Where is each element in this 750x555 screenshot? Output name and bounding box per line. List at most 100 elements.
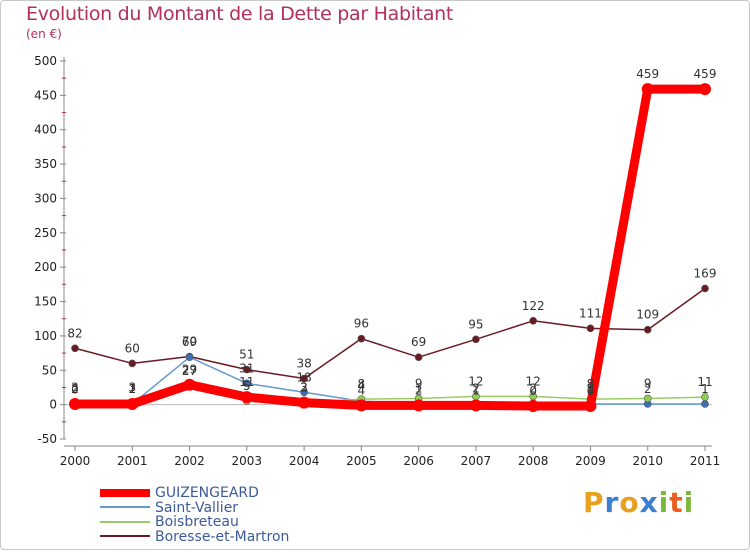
data-label: 31 (239, 361, 254, 375)
data-label: 29 (182, 363, 197, 377)
x-tick-label: 2004 (289, 454, 320, 468)
data-label: 12 (526, 374, 541, 388)
proxiti-logo: Proxiti (583, 486, 694, 519)
series-line-0 (70, 84, 710, 411)
data-point (701, 400, 709, 408)
data-point (126, 397, 139, 410)
data-point (71, 344, 79, 353)
data-label: 0 (587, 384, 595, 398)
data-point (699, 83, 711, 96)
data-label: 1 (587, 382, 595, 396)
x-tick-label: 2002 (174, 454, 205, 468)
data-label: 459 (694, 67, 717, 81)
logo-letter: P (583, 486, 605, 519)
data-label: 4 (358, 379, 366, 393)
y-tick-label: 150 (34, 295, 57, 309)
x-tick-label: 2008 (518, 454, 549, 468)
data-label: 27 (182, 364, 197, 378)
data-label: 2 (71, 382, 79, 396)
legend-label-saint-vallier: Saint-Vallier (155, 500, 239, 516)
chart-title: Evolution du Montant de la Dette par Hab… (26, 3, 454, 25)
logo-letter: o (619, 486, 640, 519)
data-point (643, 394, 652, 403)
data-point (414, 353, 423, 362)
data-label: 18 (296, 370, 311, 384)
x-tick-label: 2000 (60, 454, 91, 468)
y-tick-label: 50 (42, 363, 57, 377)
data-label: 109 (636, 308, 659, 322)
data-label: 2 (415, 383, 423, 397)
data-label: 3 (300, 381, 308, 395)
y-tick-label: 500 (34, 54, 57, 68)
series-line-1 (74, 356, 706, 406)
data-label: 2 (300, 381, 308, 395)
data-label: 0 (529, 384, 537, 398)
y-tick-label: 100 (34, 329, 57, 343)
y-tick-label: 450 (34, 88, 57, 102)
data-label: 3 (128, 381, 136, 395)
data-point (586, 324, 595, 333)
data-point (527, 400, 540, 413)
data-label: 3 (71, 381, 79, 395)
data-label: 4 (358, 383, 366, 397)
data-point (584, 400, 597, 413)
logo-letter: i (658, 486, 670, 519)
data-point (355, 399, 368, 412)
legend-swatches (100, 489, 150, 537)
data-label: 9 (644, 376, 652, 390)
data-label: 69 (411, 335, 426, 349)
y-tick-label: 250 (34, 226, 57, 240)
x-tick-label: 2011 (690, 454, 721, 468)
logo-letter: i (683, 486, 695, 519)
logo-letter: x (639, 486, 659, 519)
legend-label-boresse-et-martron: Boresse-et-Martron (155, 529, 290, 545)
data-label: 2 (644, 382, 652, 396)
data-point (701, 284, 709, 293)
data-label: 12 (468, 374, 483, 388)
data-label: 0 (71, 383, 79, 397)
data-label: 459 (636, 67, 659, 81)
data-label: 8 (587, 377, 595, 391)
data-point (643, 325, 652, 334)
x-tick-label: 2003 (232, 454, 263, 468)
logo-letter: t (669, 486, 684, 519)
data-label: 96 (354, 317, 369, 331)
data-label: 1 (701, 382, 709, 396)
y-tick-label: 400 (34, 123, 57, 137)
y-tick-label: -50 (37, 432, 57, 446)
data-label: 1 (128, 382, 136, 396)
x-tick-label: 2001 (117, 454, 148, 468)
data-label: 69 (182, 335, 197, 349)
data-point (243, 365, 251, 374)
data-label: 2 (472, 381, 480, 395)
y-tick-label: 350 (34, 157, 57, 171)
legend-label-guizengeard: GUIZENGEARD (155, 485, 259, 501)
data-label: 169 (694, 266, 717, 280)
data-label: 38 (296, 357, 311, 371)
x-tick-label: 2010 (632, 454, 663, 468)
data-point (69, 397, 81, 410)
data-label: 82 (67, 326, 82, 340)
x-tick-label: 2007 (461, 454, 492, 468)
legend-label-boisbreteau: Boisbreteau (155, 514, 239, 530)
data-label: 2 (128, 382, 136, 396)
data-label: 8 (358, 377, 366, 391)
data-point (240, 391, 253, 404)
data-label: 95 (468, 317, 483, 331)
data-point (641, 83, 654, 96)
data-point (185, 353, 194, 362)
series-layer (69, 83, 711, 413)
data-point (300, 374, 308, 383)
data-point (243, 379, 251, 388)
y-tick-label: 300 (34, 191, 57, 205)
data-point (357, 334, 366, 343)
data-label: 2 (529, 381, 537, 395)
data-point (469, 399, 482, 412)
data-label: 11 (239, 375, 254, 389)
x-tick-label: 2005 (346, 454, 377, 468)
data-label: 1 (472, 383, 480, 397)
x-tick-label: 2006 (403, 454, 434, 468)
